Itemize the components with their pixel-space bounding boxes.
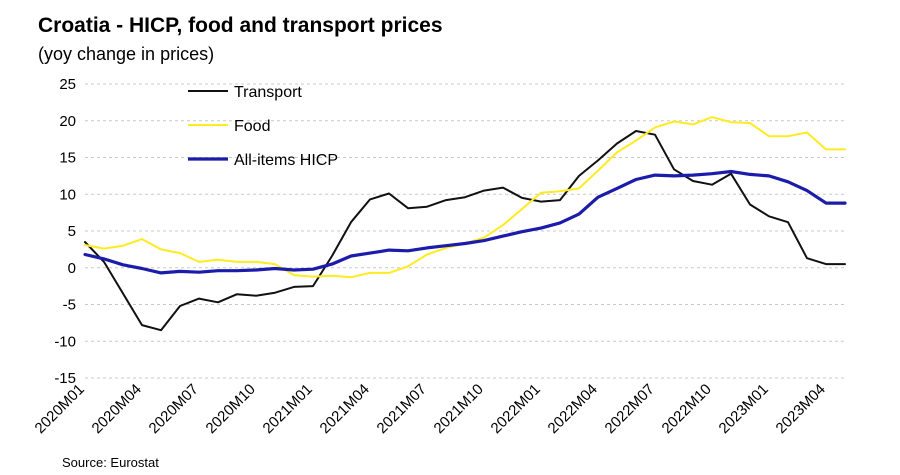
y-tick-label: -10 [54, 333, 76, 350]
series-lines [83, 116, 847, 332]
chart-title: Croatia - HICP, food and transport price… [38, 14, 443, 37]
x-tick-label: 2022M04 [545, 381, 601, 437]
y-tick-label: 5 [68, 223, 76, 240]
x-tick-label: 2023M01 [716, 381, 772, 437]
y-tick-label: 10 [59, 186, 76, 203]
x-tick-label: 2023M04 [773, 381, 829, 437]
x-tick-label: 2021M10 [431, 381, 487, 437]
chart-subtitle: (yoy change in prices) [38, 44, 215, 64]
y-axis-ticks: 25 20 15 10 5 0 -5 -10 -15 [54, 76, 76, 387]
legend-label: Food [234, 118, 270, 135]
x-tick-label: 2022M01 [488, 381, 544, 437]
x-tick-label: 2022M10 [659, 381, 715, 437]
x-tick-label: 2021M01 [260, 381, 316, 437]
y-tick-label: 15 [59, 150, 76, 167]
x-axis-ticks: 2020M01 2020M04 2020M07 2020M10 2021M01 2021M… [32, 381, 829, 437]
x-tick-label: 2020M07 [146, 381, 202, 437]
x-tick-label: 2020M04 [89, 381, 145, 437]
y-tick-label: 20 [59, 113, 76, 130]
x-tick-label: 2020M10 [203, 381, 259, 437]
x-tick-label: 2021M04 [317, 381, 373, 437]
series-line-transport [84, 130, 846, 332]
x-tick-label: 2020M01 [32, 381, 88, 437]
y-tick-label: -15 [54, 370, 76, 387]
source-note: Source: Eurostat [62, 455, 159, 470]
y-tick-label: -5 [63, 297, 76, 314]
series-line-all-items-hicp [83, 169, 847, 275]
y-tick-label: 0 [68, 260, 76, 277]
x-tick-label: 2022M07 [602, 381, 658, 437]
y-tick-label: 25 [59, 76, 76, 93]
legend-label: Transport [234, 84, 302, 101]
grid-lines [85, 83, 845, 379]
x-tick-label: 2021M07 [374, 381, 430, 437]
legend: Transport Food All-items HICP [188, 84, 338, 169]
legend-label: All-items HICP [234, 152, 338, 169]
